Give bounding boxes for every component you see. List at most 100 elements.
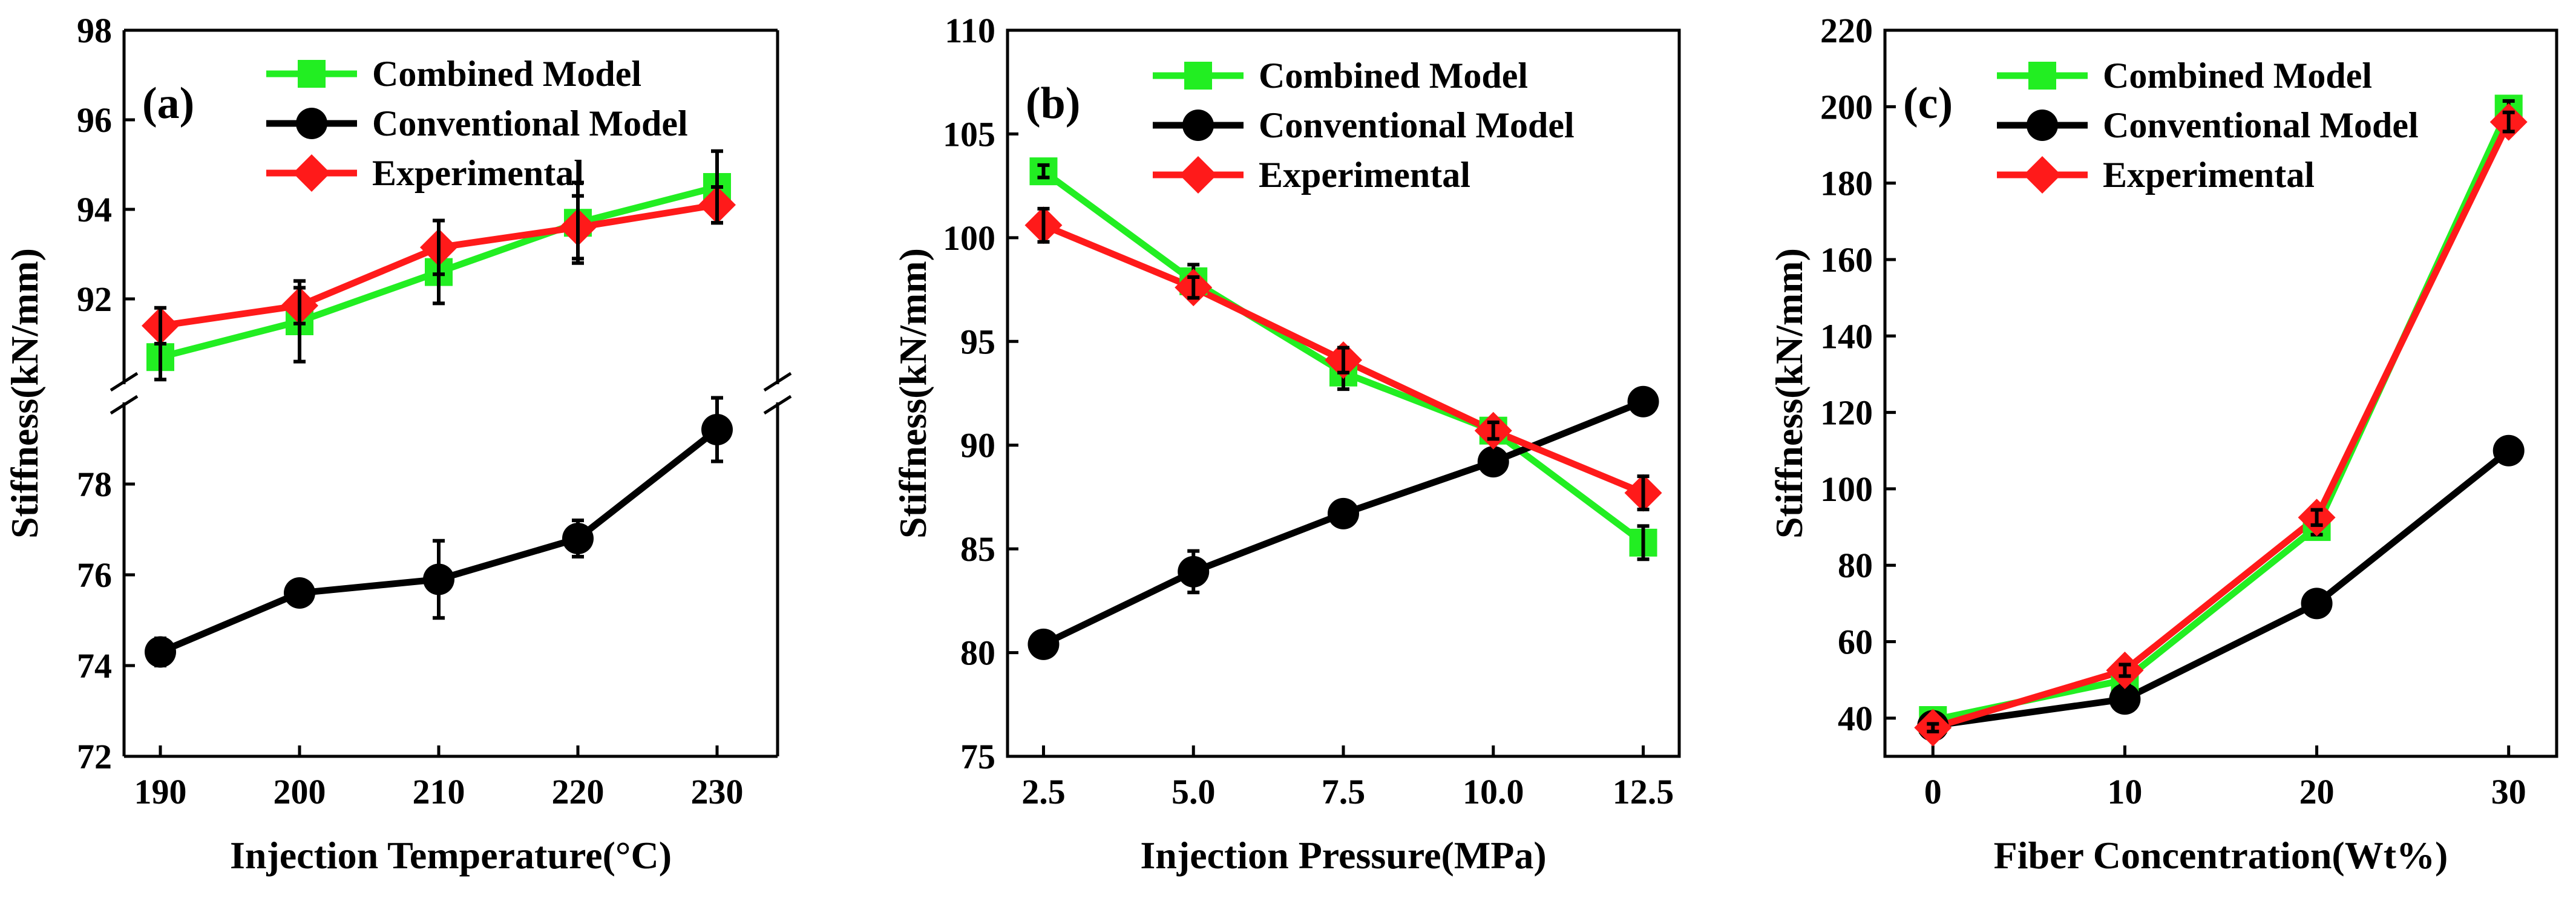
legend-label-conventional-model: Conventional Model [372,103,688,143]
legend-label-combined-model: Combined Model [372,54,641,94]
panel-label: (b) [1026,79,1080,128]
x-tick-label: 210 [413,772,465,811]
y-tick-label: 100 [943,218,995,258]
y-tick-label: 85 [960,529,995,569]
error-bar-conventional-model [1037,638,1050,650]
legend-marker-experimental [2024,156,2061,194]
error-bar-combined-model [1037,163,1050,180]
y-tick-label: 74 [77,646,112,686]
error-bar-experimental [2310,508,2323,527]
error-bar-conventional-model [154,637,166,667]
panel-b: 2.5 5.0 7.5 10.0 12.5 75 80 85 90 95 100 105 110 Inje… [891,11,1681,877]
error-bar-experimental [1037,206,1050,244]
y-tick-label: 120 [1820,393,1873,433]
x-tick-label: 10 [2107,772,2142,811]
error-bar-conventional-model [1487,450,1499,474]
error-bar-conventional-model [2119,694,2131,704]
legend-label-experimental: Experimental [372,153,584,193]
panel-c: 0 10 20 30 40 60 80 100 120 140 160 180 200 220 Fiber … [1768,11,2558,877]
error-bar-conventional-model [1637,393,1650,410]
error-bar-experimental [2502,110,2515,134]
legend-label-conventional-model: Conventional Model [2103,105,2419,145]
error-bar-experimental [1927,722,1939,733]
x-axis-title: Injection Temperature(°C) [230,834,672,877]
y-tick-label: 95 [960,322,995,361]
error-bar-combined-model [1637,524,1650,562]
error-bar-conventional-model [1337,499,1349,528]
error-bar-experimental [2119,663,2131,678]
y-tick-label: 90 [960,426,995,465]
panel-label: (c) [1903,79,1953,128]
x-tick-label: 0 [1924,772,1942,811]
x-tick-label: 30 [2491,772,2526,811]
legend-label-combined-model: Combined Model [1259,56,1528,96]
y-tick-label: 110 [945,11,995,50]
legend-label-experimental: Experimental [1259,155,1470,195]
x-tick-label: 200 [274,772,326,811]
error-bar-experimental [1337,345,1349,375]
y-tick-label: 40 [1838,699,1873,738]
error-bar-conventional-model [433,539,445,620]
x-tick-label: 5.0 [1172,772,1216,811]
y-tick-label: 80 [1838,546,1873,585]
series-line-combined-model [1932,107,2512,724]
error-bar-experimental [154,306,166,345]
error-bar-experimental [293,286,306,326]
legend-marker-combined-model [2028,62,2056,90]
panel-a: 190 200 210 220 230 92 94 96 98 72 74 76 78 Injection… [3,11,792,877]
y-axis-title: Stiffness(kN/mm) [891,248,934,539]
legend-label-combined-model: Combined Model [2103,56,2372,96]
legend-marker-combined-model [298,60,326,88]
y-tick-label: 220 [1820,11,1873,50]
legend-label-conventional-model: Conventional Model [1259,105,1575,145]
y-axis-title: Stiffness(kN/mm) [1768,248,1811,539]
y-tick-label: 98 [77,11,112,50]
error-bar-experimental [1637,474,1650,511]
y-axis-title: Stiffness(kN/mm) [3,248,46,539]
x-axis-title: Injection Pressure(MPa) [1140,834,1546,877]
x-tick-label: 20 [2299,772,2335,811]
y-tick-label: 75 [960,737,995,776]
x-tick-label: 230 [691,772,744,811]
y-tick-label: 105 [943,114,995,154]
x-tick-label: 12.5 [1613,772,1674,811]
error-bar-conventional-model [2502,445,2515,457]
legend-label-experimental: Experimental [2103,155,2315,195]
axis-break-mark [110,372,139,415]
series-line-experimental [1932,120,2512,731]
error-bar-conventional-model [1187,549,1200,595]
y-tick-label: 200 [1820,87,1873,126]
legend-marker-experimental [293,154,330,192]
error-bar-conventional-model [293,584,306,602]
panel-label: (a) [142,79,194,128]
legend-marker-conventional-model [296,108,327,139]
error-bar-experimental [572,194,584,261]
error-bar-conventional-model [572,519,584,558]
plot-frame [1883,28,2558,758]
y-tick-label: 96 [77,100,112,140]
y-tick-label: 180 [1820,164,1873,203]
axis-break-mark [763,372,792,415]
legend-marker-experimental [1179,156,1217,194]
legend-marker-conventional-model [2027,110,2058,141]
series-line-conventional-model [1932,448,2511,729]
y-tick-label: 80 [960,634,995,673]
y-tick-label: 78 [77,465,112,504]
legend-marker-combined-model [1184,62,1212,90]
x-tick-label: 2.5 [1021,772,1066,811]
y-tick-label: 72 [77,737,112,776]
y-tick-label: 60 [1838,623,1873,662]
y-tick-label: 160 [1820,240,1873,280]
x-axis-title: Fiber Concentration(Wt%) [1994,834,2448,877]
error-bar-conventional-model [2310,598,2323,609]
y-tick-label: 92 [77,280,112,319]
error-bar-experimental [433,218,445,277]
error-bar-experimental [1487,421,1499,441]
error-bar-experimental [1187,275,1200,300]
legend-marker-conventional-model [1182,110,1214,141]
y-tick-label: 76 [77,555,112,595]
y-tick-label: 94 [77,190,112,229]
x-tick-label: 7.5 [1322,772,1366,811]
x-tick-label: 190 [134,772,187,811]
